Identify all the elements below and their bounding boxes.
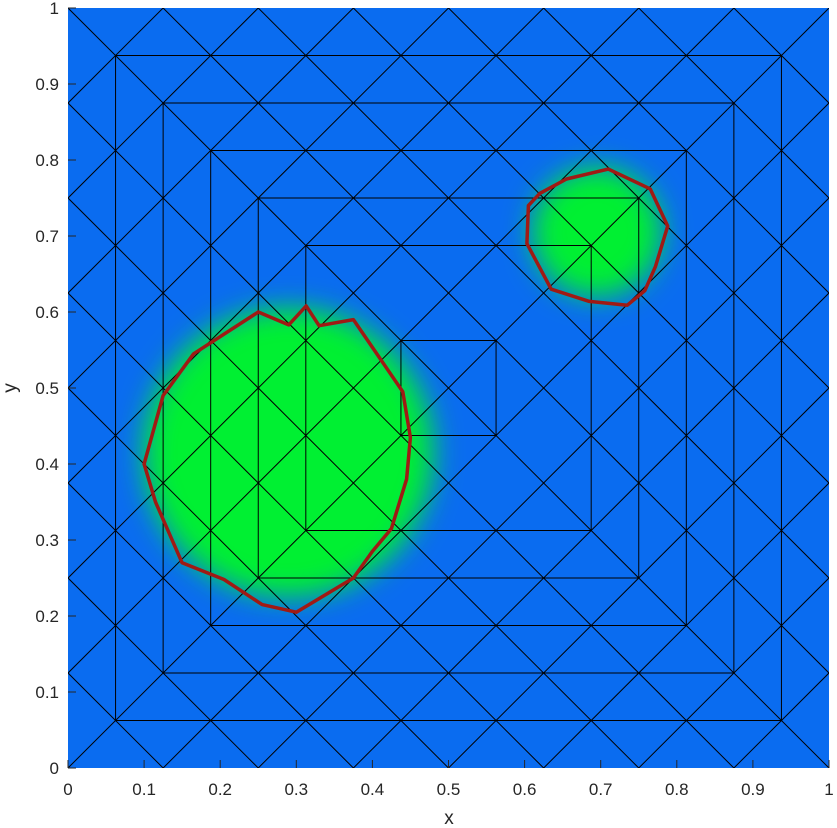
x-axis-ticks: 0 0.1 0.2 0.3 0.4 0.5 0.6 0.7 0.8 0.9 1 <box>63 760 834 799</box>
y-tick-label: 0.7 <box>35 227 59 246</box>
mesh-diag-b-8 <box>68 8 829 768</box>
x-tick-label: 0.7 <box>589 780 613 799</box>
x-tick-label: 0.6 <box>513 780 537 799</box>
y-tick-label: 0.6 <box>35 303 59 322</box>
mesh-diag-b-14 <box>638 8 829 199</box>
y-tick-label: 0.4 <box>35 455 59 474</box>
mesh-diag-b-9 <box>162 8 829 674</box>
x-tick-label: 0.5 <box>437 780 461 799</box>
plot-area <box>68 8 829 768</box>
y-tick-label: 0.8 <box>35 151 59 170</box>
x-tick-label: 0 <box>63 780 72 799</box>
contour-2 <box>525 167 670 307</box>
contour-layer <box>142 167 670 614</box>
mesh-diag-b-6 <box>68 197 640 768</box>
mesh-diag-b-7 <box>68 102 735 768</box>
mesh-diag-b-3 <box>68 482 355 768</box>
mesh-diag-b-2 <box>68 577 259 768</box>
y-tick-label: 0.1 <box>35 683 59 702</box>
y-tick-label: 0.3 <box>35 531 59 550</box>
mesh-diag-b-11 <box>352 8 829 484</box>
x-tick-label: 0.4 <box>361 780 385 799</box>
y-axis-ticks: 0 0.1 0.2 0.3 0.4 0.5 0.6 0.7 0.8 0.9 1 <box>35 0 76 778</box>
y-axis-label: y <box>0 383 21 393</box>
mesh-diag-b-15 <box>733 8 829 104</box>
y-tick-label: 0 <box>50 759 59 778</box>
x-axis-label: x <box>444 808 454 828</box>
mesh-diag-b-10 <box>257 8 829 579</box>
y-tick-label: 0.5 <box>35 379 59 398</box>
mesh-diag-b-12 <box>447 8 829 389</box>
mesh-diag-b-13 <box>542 8 829 294</box>
x-tick-label: 0.3 <box>284 780 308 799</box>
field-blob-2 <box>532 167 662 297</box>
mesh-diag-b-4 <box>68 387 450 768</box>
x-tick-label: 1 <box>824 780 833 799</box>
y-tick-label: 0.2 <box>35 607 59 626</box>
mesh-diag-b-5 <box>68 292 545 768</box>
x-tick-label: 0.1 <box>132 780 156 799</box>
mesh-diag-b-1 <box>68 672 164 768</box>
contour-1 <box>142 304 413 614</box>
mesh-layer <box>68 8 829 768</box>
y-tick-label: 1 <box>50 0 59 18</box>
x-tick-label: 0.8 <box>665 780 689 799</box>
x-tick-label: 0.2 <box>208 780 232 799</box>
y-tick-label: 0.9 <box>35 75 59 94</box>
x-tick-label: 0.9 <box>741 780 765 799</box>
